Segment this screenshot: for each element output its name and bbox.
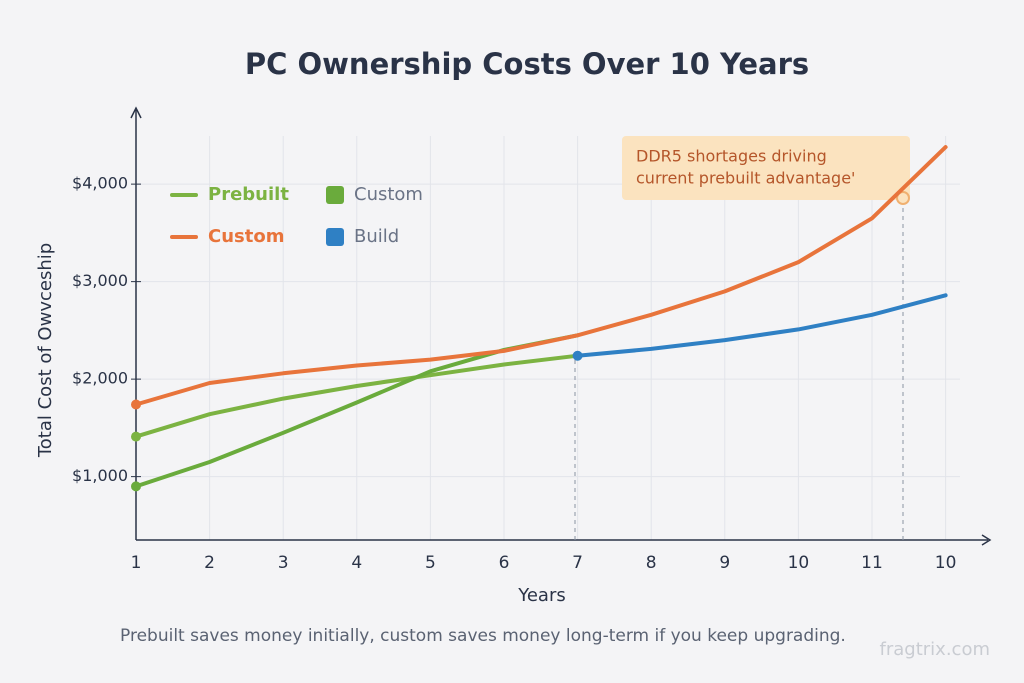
x-tick-label: 9 bbox=[719, 553, 730, 573]
series-line bbox=[134, 145, 948, 407]
annotation-box bbox=[622, 136, 910, 200]
x-tick-label: 7 bbox=[572, 553, 583, 573]
series-line bbox=[134, 353, 580, 439]
x-tick-label: 4 bbox=[351, 553, 362, 573]
point bbox=[131, 431, 141, 442]
x-tick-label: 2 bbox=[204, 553, 215, 573]
watermark: fragtrix.com bbox=[880, 639, 990, 660]
legend-label: Custom bbox=[208, 226, 284, 247]
y-tick-label: $1,000 bbox=[72, 466, 128, 485]
point bbox=[131, 481, 141, 492]
caption: Prebuilt saves money initially, custom s… bbox=[120, 626, 846, 646]
chart-title: PC Ownership Costs Over 10 Years bbox=[245, 47, 809, 81]
axis-arrows bbox=[130, 106, 992, 546]
point bbox=[572, 350, 583, 361]
x-axis-label: Years bbox=[517, 585, 566, 606]
series-line bbox=[575, 293, 948, 358]
x-tick-label: 11 bbox=[861, 553, 883, 573]
point bbox=[131, 399, 141, 410]
x-tick-label: 5 bbox=[425, 553, 436, 573]
y-tick-label: $3,000 bbox=[72, 271, 128, 290]
y-axis-label: Total Cost of Owvceship bbox=[35, 243, 56, 458]
y-tick-label: $4,000 bbox=[72, 174, 128, 193]
x-tick-label: 8 bbox=[646, 553, 657, 573]
annotation: current prebuilt advantage' bbox=[636, 169, 855, 188]
legend-label: Build bbox=[354, 226, 399, 247]
legend-label: Custom bbox=[354, 184, 423, 205]
legend-swatch bbox=[326, 186, 344, 204]
x-tick-label: 10 bbox=[935, 553, 957, 573]
legend-label: Prebuilt bbox=[208, 184, 289, 205]
x-tick-label: 6 bbox=[499, 553, 510, 573]
x-tick-label: 3 bbox=[278, 553, 289, 573]
annotation: DDR5 shortages driving bbox=[636, 147, 827, 166]
annotation-marker bbox=[896, 191, 910, 205]
x-tick-label: 10 bbox=[788, 553, 810, 573]
legend-swatch bbox=[326, 228, 344, 246]
y-tick-label: $2,000 bbox=[72, 369, 128, 388]
x-tick-label: 1 bbox=[131, 553, 142, 573]
